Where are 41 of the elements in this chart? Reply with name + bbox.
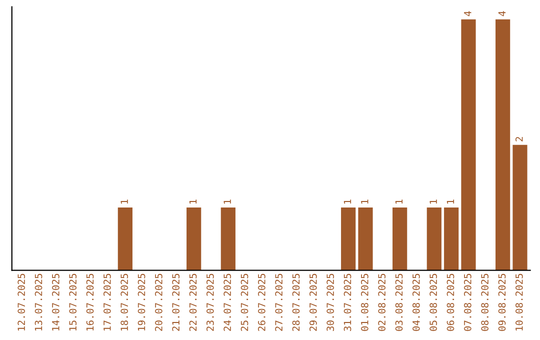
- data-label: 1: [430, 200, 437, 204]
- x-tick-label: 27.07.2025: [275, 274, 283, 331]
- x-tick-label: 08.08.2025: [481, 274, 488, 331]
- x-tick-label: 28.07.2025: [292, 274, 300, 331]
- data-label: 2: [515, 137, 523, 142]
- x-tick-label: 29.07.2025: [309, 274, 317, 331]
- x-tick-label: 10.08.2025: [515, 274, 523, 330]
- x-tick-label: 12.07.2025: [18, 274, 26, 330]
- x-tick-label: 18.07.2025: [120, 274, 128, 330]
- x-tick-label: 02.08.2025: [378, 274, 386, 331]
- x-tick-label: 03.08.2025: [395, 274, 403, 331]
- data-label: 1: [446, 200, 454, 204]
- x-tick-label: 07.08.2025: [464, 274, 472, 331]
- x-tick-label: 09.08.2025: [498, 274, 506, 331]
- x-tick-label: 21.07.2025: [172, 274, 180, 331]
- data-label: 1: [344, 200, 352, 204]
- x-tick-label: 22.07.2025: [189, 274, 197, 331]
- x-tick-label: 16.07.2025: [86, 274, 94, 330]
- x-tick-label: 19.07.2025: [138, 274, 146, 330]
- x-tick-label: 25.07.2025: [240, 274, 248, 331]
- x-tick-label: 15.07.2025: [69, 274, 77, 330]
- x-tick-label: 31.07.2025: [344, 274, 352, 331]
- x-tick-label: 26.07.2025: [258, 274, 266, 331]
- x-tick-label: 01.08.2025: [360, 274, 368, 331]
- data-label: 1: [224, 200, 231, 204]
- x-tick-label: 14.07.2025: [52, 274, 60, 330]
- data-label: 1: [395, 200, 403, 204]
- data-label: 1: [189, 200, 197, 204]
- x-tick-label: 04.08.2025: [412, 274, 420, 331]
- x-tick-label: 13.07.2025: [34, 274, 42, 330]
- data-label: 4: [498, 11, 506, 16]
- x-tick-label: 30.07.2025: [326, 274, 334, 331]
- data-label: 1: [120, 200, 128, 204]
- x-tick-label: 23.07.2025: [206, 274, 214, 331]
- x-tick-label: 20.07.2025: [154, 274, 162, 331]
- x-tick-label: 24.07.2025: [224, 274, 232, 331]
- x-tick-label: 05.08.2025: [430, 274, 437, 331]
- data-label: 1: [361, 200, 368, 204]
- x-tick-label: 17.07.2025: [104, 274, 111, 330]
- data-label: 4: [464, 11, 472, 16]
- x-tick-label: 06.08.2025: [446, 274, 454, 331]
